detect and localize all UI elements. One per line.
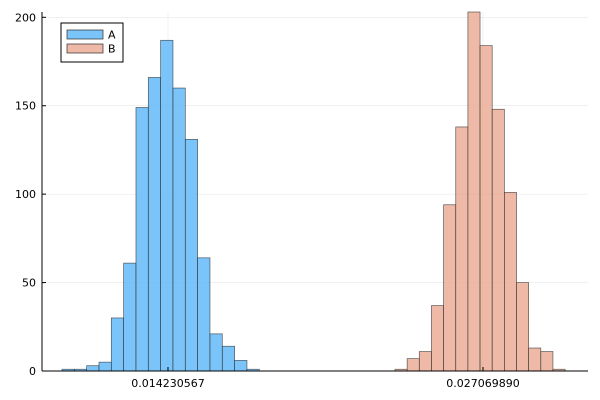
bar-A — [172, 87, 186, 372]
bar-A — [197, 257, 211, 372]
series-B-bars — [394, 11, 566, 372]
bar-A — [110, 317, 124, 372]
y-tick-label: 150 — [15, 100, 36, 113]
bar-A — [209, 333, 223, 372]
y-tick-label: 200 — [15, 11, 36, 24]
legend-swatch-A — [66, 29, 104, 40]
legend-swatch-B — [66, 43, 104, 54]
axes — [41, 12, 588, 372]
bar-B — [467, 11, 481, 372]
y-tick-label: 0 — [29, 365, 36, 378]
plot-bars — [61, 11, 566, 372]
bar-B — [418, 351, 432, 372]
bar-A — [123, 262, 137, 372]
bar-B — [491, 108, 505, 372]
bar-B — [504, 192, 517, 372]
x-tick-label: 0.014230567 — [131, 377, 204, 390]
bar-A — [221, 345, 235, 372]
bar-A — [98, 361, 112, 372]
bar-B — [540, 351, 554, 372]
bar-B — [431, 305, 444, 372]
y-tick-label: 100 — [15, 188, 36, 201]
bar-B — [443, 204, 457, 372]
tick-labels: 0 50 100 150 200 0.014230567 0.027069890 — [15, 11, 520, 390]
legend: AB — [60, 22, 124, 63]
x-tick-label: 0.027069890 — [446, 377, 519, 390]
bar-A — [234, 360, 248, 372]
y-tick-label: 50 — [22, 277, 36, 290]
bar-A — [147, 77, 161, 372]
bar-B — [455, 126, 469, 372]
series-A-bars — [61, 39, 260, 372]
bar-A — [86, 365, 100, 372]
bar-B — [406, 358, 420, 372]
bar-B — [479, 45, 493, 372]
legend-label-B: B — [108, 43, 116, 56]
bar-B — [516, 282, 529, 372]
bar-B — [528, 347, 542, 372]
bar-A — [184, 138, 198, 372]
legend-box — [60, 22, 124, 63]
bar-A — [135, 107, 149, 372]
legend-label-A: A — [108, 29, 116, 42]
bar-A — [160, 39, 174, 372]
